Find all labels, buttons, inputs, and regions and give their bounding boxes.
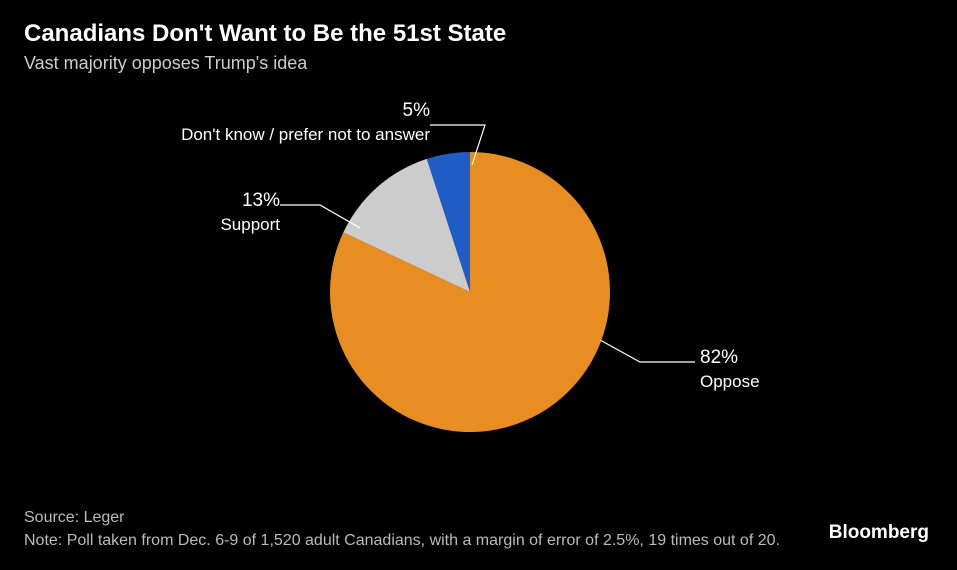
leader-line-oppose <box>600 340 695 368</box>
source-text: Source: Leger <box>24 506 787 529</box>
label-oppose: 82% Oppose <box>700 345 760 394</box>
pct-support: 13% <box>210 188 280 214</box>
chart-header: Canadians Don't Want to Be the 51st Stat… <box>0 0 957 74</box>
text-dontknow: Don't know / prefer not to answer <box>120 124 430 147</box>
pct-oppose: 82% <box>700 345 760 371</box>
text-oppose: Oppose <box>700 371 760 394</box>
chart-title: Canadians Don't Want to Be the 51st Stat… <box>24 18 933 49</box>
label-support: 13% Support <box>210 188 280 237</box>
leader-line-dontknow <box>430 120 490 165</box>
chart-area: 82% Oppose 13% Support 5% Don't know / p… <box>0 70 957 480</box>
pie-chart <box>330 152 610 432</box>
pct-dontknow: 5% <box>120 98 430 124</box>
label-dontknow: 5% Don't know / prefer not to answer <box>120 98 430 147</box>
text-support: Support <box>200 214 280 237</box>
leader-line-support <box>280 200 360 230</box>
brand-logo: Bloomberg <box>829 522 929 544</box>
note-text: Note: Poll taken from Dec. 6-9 of 1,520 … <box>24 529 787 552</box>
chart-footer: Source: Leger Note: Poll taken from Dec.… <box>24 506 787 552</box>
